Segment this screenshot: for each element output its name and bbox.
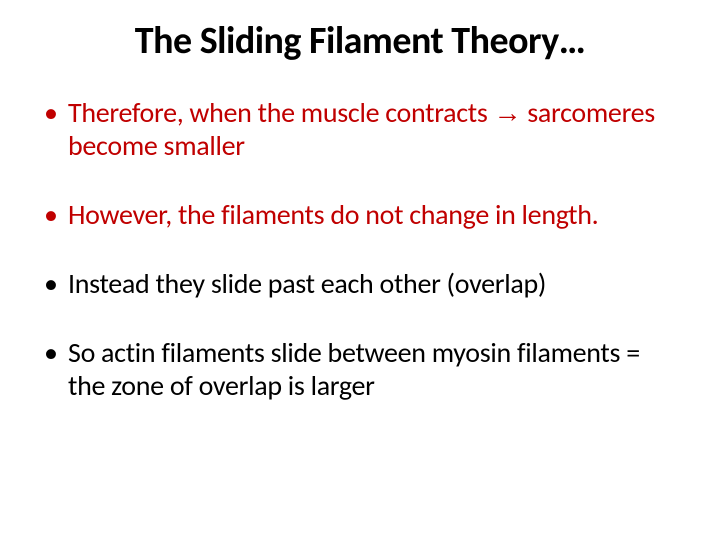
bullet-text-pre: Therefore, when the muscle contracts [68, 95, 494, 130]
slide-title: The Sliding Filament Theory… [40, 18, 680, 64]
arrow-icon: → [494, 97, 522, 128]
bullet-item: However, the filaments do not change in … [40, 198, 680, 231]
bullet-item: Therefore, when the muscle contracts → s… [40, 96, 680, 162]
bullet-text: So actin filaments slide between myosin … [68, 335, 640, 403]
slide-container: The Sliding Filament Theory… Therefore, … [0, 0, 720, 540]
bullet-text: However, the filaments do not change in … [68, 197, 598, 232]
bullet-item: So actin filaments slide between myosin … [40, 336, 680, 402]
bullet-list: Therefore, when the muscle contracts → s… [40, 96, 680, 402]
bullet-text: Instead they slide past each other (over… [68, 266, 546, 301]
bullet-item: Instead they slide past each other (over… [40, 267, 680, 300]
